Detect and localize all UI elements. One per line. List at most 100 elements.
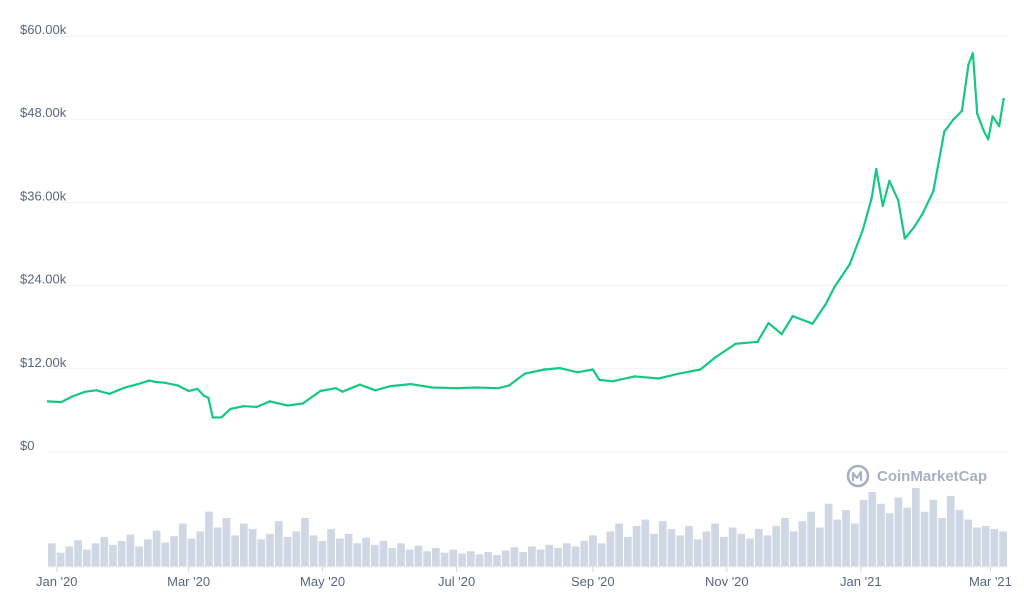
volume-bar: [894, 497, 903, 567]
volume-bar: [772, 525, 781, 567]
price-point: [70, 395, 74, 398]
volume-bar: [248, 529, 257, 567]
y-tick-label: $36.00k: [20, 188, 67, 203]
price-point: [84, 390, 87, 393]
volume-bar: [82, 549, 91, 567]
volume-bar: [938, 518, 946, 567]
x-tick-label: Mar '20: [167, 574, 210, 589]
volume-bar: [257, 539, 266, 567]
volume-bar: [475, 554, 484, 567]
volume-bar: [903, 507, 911, 567]
price-point: [374, 389, 377, 392]
price-point: [497, 387, 500, 390]
price-point: [229, 407, 232, 411]
volume-bar: [74, 540, 82, 567]
volume-bar: [56, 552, 65, 567]
volume-bar: [109, 544, 117, 567]
price-point: [699, 368, 702, 371]
volume-bar: [615, 523, 623, 567]
volume-bar: [885, 513, 894, 567]
volume-bar: [423, 551, 431, 567]
volume-bar: [458, 553, 466, 567]
volume-bar: [946, 495, 955, 567]
volume-bar: [344, 533, 353, 567]
volume-bar: [868, 491, 877, 567]
price-point: [932, 190, 935, 193]
volume-bar: [292, 531, 301, 567]
price-point: [888, 179, 891, 183]
x-tick-label: Mar '21: [969, 574, 1012, 589]
price-point: [657, 377, 660, 380]
volume-bar: [990, 529, 999, 567]
price-point: [598, 378, 601, 382]
price-point: [59, 400, 63, 404]
price-point: [591, 368, 595, 371]
price-point: [896, 199, 900, 202]
volume-bar: [763, 535, 772, 567]
x-tick-label: Sep '20: [571, 574, 615, 589]
x-tick-label: Jan '21: [840, 574, 882, 589]
volume-bar: [178, 523, 187, 567]
price-point: [207, 396, 210, 400]
volume-bar: [388, 548, 397, 567]
volume-bar: [144, 539, 152, 567]
volume-bars: [48, 488, 1007, 567]
price-point: [147, 379, 151, 382]
y-tick-label: $48.00k: [20, 105, 67, 120]
price-point: [991, 115, 994, 118]
price-point: [108, 392, 111, 395]
volume-bar: [65, 546, 74, 567]
volume-bar: [370, 544, 379, 567]
y-tick-label: $60.00k: [20, 22, 67, 37]
price-point: [982, 129, 986, 133]
volume-bar: [117, 540, 126, 567]
volume-bar: [650, 533, 658, 567]
price-point: [286, 404, 289, 407]
price-point: [319, 389, 322, 393]
price-series: [46, 52, 1005, 419]
volume-bar: [205, 511, 213, 567]
volume-bar: [493, 555, 501, 567]
price-point: [921, 212, 924, 216]
volume-bar: [48, 543, 56, 567]
volume-bar: [571, 546, 580, 567]
price-point: [389, 384, 392, 388]
volume-bar: [728, 527, 737, 567]
price-point: [861, 228, 865, 231]
volume-bar: [632, 525, 641, 567]
price-point: [734, 342, 737, 346]
price-point: [756, 340, 759, 343]
volume-bar: [624, 536, 632, 567]
volume-bar: [91, 543, 100, 567]
volume-bar: [309, 535, 318, 567]
coinmarketcap-wordmark: CoinMarketCap: [877, 468, 987, 485]
price-point: [341, 390, 344, 393]
price-point: [508, 384, 511, 387]
volume-bar: [266, 533, 274, 567]
price-point: [611, 380, 614, 383]
volume-bar: [536, 549, 545, 567]
price-point: [475, 386, 478, 389]
volume-bar: [964, 519, 973, 567]
volume-bar: [152, 530, 161, 567]
price-point: [791, 314, 794, 318]
price-point: [998, 124, 1001, 128]
price-point: [176, 384, 179, 387]
y-tick-label: $0: [20, 438, 34, 453]
volume-bar: [432, 548, 440, 567]
volume-bar: [754, 529, 763, 567]
volume-bar: [850, 523, 859, 567]
volume-bar: [789, 531, 798, 567]
price-point: [811, 322, 814, 325]
volume-bar: [920, 511, 929, 567]
volume-bar: [449, 549, 458, 567]
price-point: [268, 400, 272, 403]
price-point: [960, 109, 964, 113]
price-point: [211, 416, 214, 419]
volume-bar: [833, 519, 842, 567]
volume-bar: [554, 548, 562, 567]
volume-bar: [580, 540, 589, 567]
volume-bar: [379, 540, 388, 567]
volume-bar: [213, 527, 222, 567]
volume-bar: [327, 529, 335, 567]
